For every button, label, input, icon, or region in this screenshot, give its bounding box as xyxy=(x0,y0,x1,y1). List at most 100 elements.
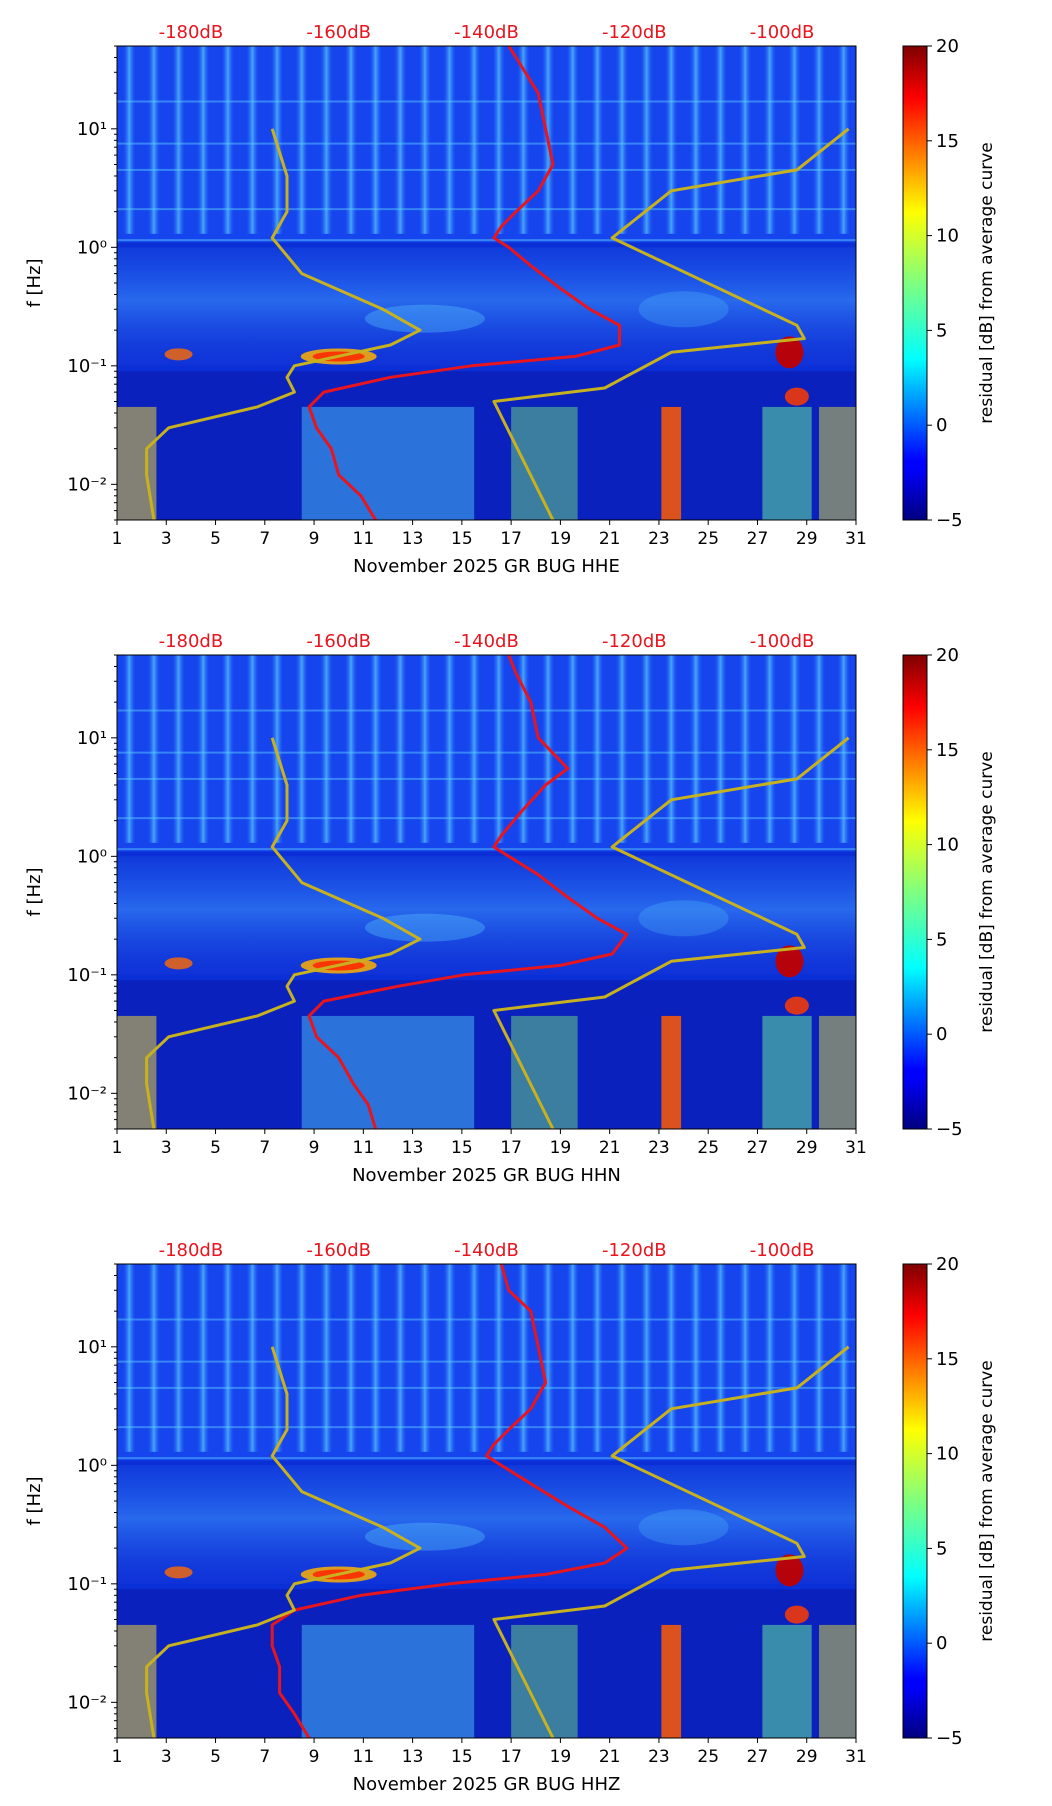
daily-stripe xyxy=(788,1264,801,1452)
colorbar-tick-label: 5 xyxy=(936,1538,947,1559)
low-frequency-column xyxy=(819,1624,856,1738)
x-tick-label: 29 xyxy=(796,1138,818,1158)
colorbar xyxy=(903,1264,927,1738)
colorbar-tick-label: −5 xyxy=(936,1728,963,1749)
x-tick-label: 21 xyxy=(599,1747,621,1767)
daily-stripe xyxy=(123,46,136,234)
daily-stripe xyxy=(345,46,358,234)
daily-stripe xyxy=(714,1264,727,1452)
colorbar-tick-label: 20 xyxy=(936,36,959,57)
daily-stripe xyxy=(763,1264,776,1452)
daily-stripe xyxy=(566,1264,579,1452)
daily-stripe xyxy=(615,46,628,234)
daily-stripe xyxy=(418,46,431,234)
x-tick-label: 29 xyxy=(796,529,818,549)
x-tick-label: 3 xyxy=(161,1747,172,1767)
colorbar-label: residual [dB] from average curve xyxy=(977,751,997,1032)
daily-stripe xyxy=(418,655,431,843)
colorbar xyxy=(903,46,927,520)
daily-stripe xyxy=(345,655,358,843)
low-frequency-band xyxy=(117,980,856,1129)
microseism-band xyxy=(117,856,856,975)
spectral-line xyxy=(117,777,856,780)
hotspot xyxy=(775,1554,804,1587)
top-db-label: -120dB xyxy=(602,22,667,43)
daily-stripe xyxy=(813,1264,826,1452)
top-db-label: -100dB xyxy=(750,22,815,43)
spectral-line xyxy=(117,239,856,242)
low-frequency-column xyxy=(301,406,475,520)
daily-stripe xyxy=(739,1264,752,1452)
daily-stripe xyxy=(492,1264,505,1452)
nhnm-line xyxy=(492,736,850,1129)
x-tick-label: 15 xyxy=(451,1747,473,1767)
daily-stripe xyxy=(763,655,776,843)
spectral-line xyxy=(117,1360,856,1363)
y-axis-label: f [Hz] xyxy=(24,867,45,916)
daily-stripe xyxy=(689,46,702,234)
colorbar-tick-label: 20 xyxy=(936,1254,959,1275)
spectral-line xyxy=(117,709,856,712)
daily-stripe xyxy=(418,1264,431,1452)
x-tick-label: 3 xyxy=(161,1138,172,1158)
y-tick-label: 10⁻¹ xyxy=(67,1574,107,1595)
daily-stripe xyxy=(665,1264,678,1452)
hotspot xyxy=(784,1605,809,1624)
daily-stripe xyxy=(566,655,579,843)
spectral-line xyxy=(117,100,856,103)
daily-stripe xyxy=(640,1264,653,1452)
x-tick-label: 21 xyxy=(599,529,621,549)
daily-stripe xyxy=(517,655,530,843)
daily-stripe xyxy=(837,1264,850,1452)
x-tick-label: 13 xyxy=(402,1747,424,1767)
y-tick-label: 10¹ xyxy=(77,728,107,749)
daily-stripe xyxy=(394,46,407,234)
daily-stripe xyxy=(615,655,628,843)
spectral-line xyxy=(117,208,856,211)
daily-stripe xyxy=(369,46,382,234)
colorbar-tick-label: −5 xyxy=(936,1119,963,1140)
colorbar-frame xyxy=(902,1263,928,1739)
daily-stripe xyxy=(763,46,776,234)
x-tick-label: 27 xyxy=(747,1138,769,1158)
top-db-label: -100dB xyxy=(750,1240,815,1261)
colorbar-tick-label: 15 xyxy=(936,1349,959,1370)
hotspot xyxy=(364,1522,485,1551)
low-frequency-column xyxy=(661,406,682,520)
daily-stripe xyxy=(813,655,826,843)
daily-stripe xyxy=(665,46,678,234)
daily-stripe xyxy=(492,655,505,843)
x-tick-label: 23 xyxy=(648,1747,670,1767)
nhnm-line xyxy=(492,1345,850,1738)
spectral-line xyxy=(117,1318,856,1321)
x-tick-label: 17 xyxy=(500,1747,522,1767)
daily-stripe xyxy=(172,46,185,234)
x-axis-label: November 2025 GR BUG HHN xyxy=(352,1165,621,1186)
nlnm-line xyxy=(145,128,422,520)
mean-psd-line xyxy=(307,655,629,1129)
low-frequency-column xyxy=(301,1015,475,1129)
daily-stripe xyxy=(591,1264,604,1452)
x-tick-label: 19 xyxy=(550,1747,572,1767)
daily-stripe xyxy=(197,46,210,234)
spectral-line xyxy=(117,142,856,145)
daily-stripe xyxy=(714,46,727,234)
hotspot xyxy=(638,1509,729,1546)
colorbar-label: residual [dB] from average curve xyxy=(977,1360,997,1641)
x-tick-label: 23 xyxy=(648,529,670,549)
nlnm-line xyxy=(145,1346,422,1738)
x-tick-label: 11 xyxy=(353,1747,375,1767)
x-tick-label: 19 xyxy=(550,1138,572,1158)
x-tick-label: 31 xyxy=(845,1747,867,1767)
mean-psd-line xyxy=(270,1264,629,1738)
daily-stripe xyxy=(788,46,801,234)
daily-stripe xyxy=(640,46,653,234)
colorbar-tick-label: 10 xyxy=(936,1444,959,1465)
x-tick-label: 25 xyxy=(697,1138,719,1158)
spectrogram-image xyxy=(117,655,856,1129)
daily-stripe xyxy=(468,46,481,234)
spectral-line xyxy=(117,751,856,754)
